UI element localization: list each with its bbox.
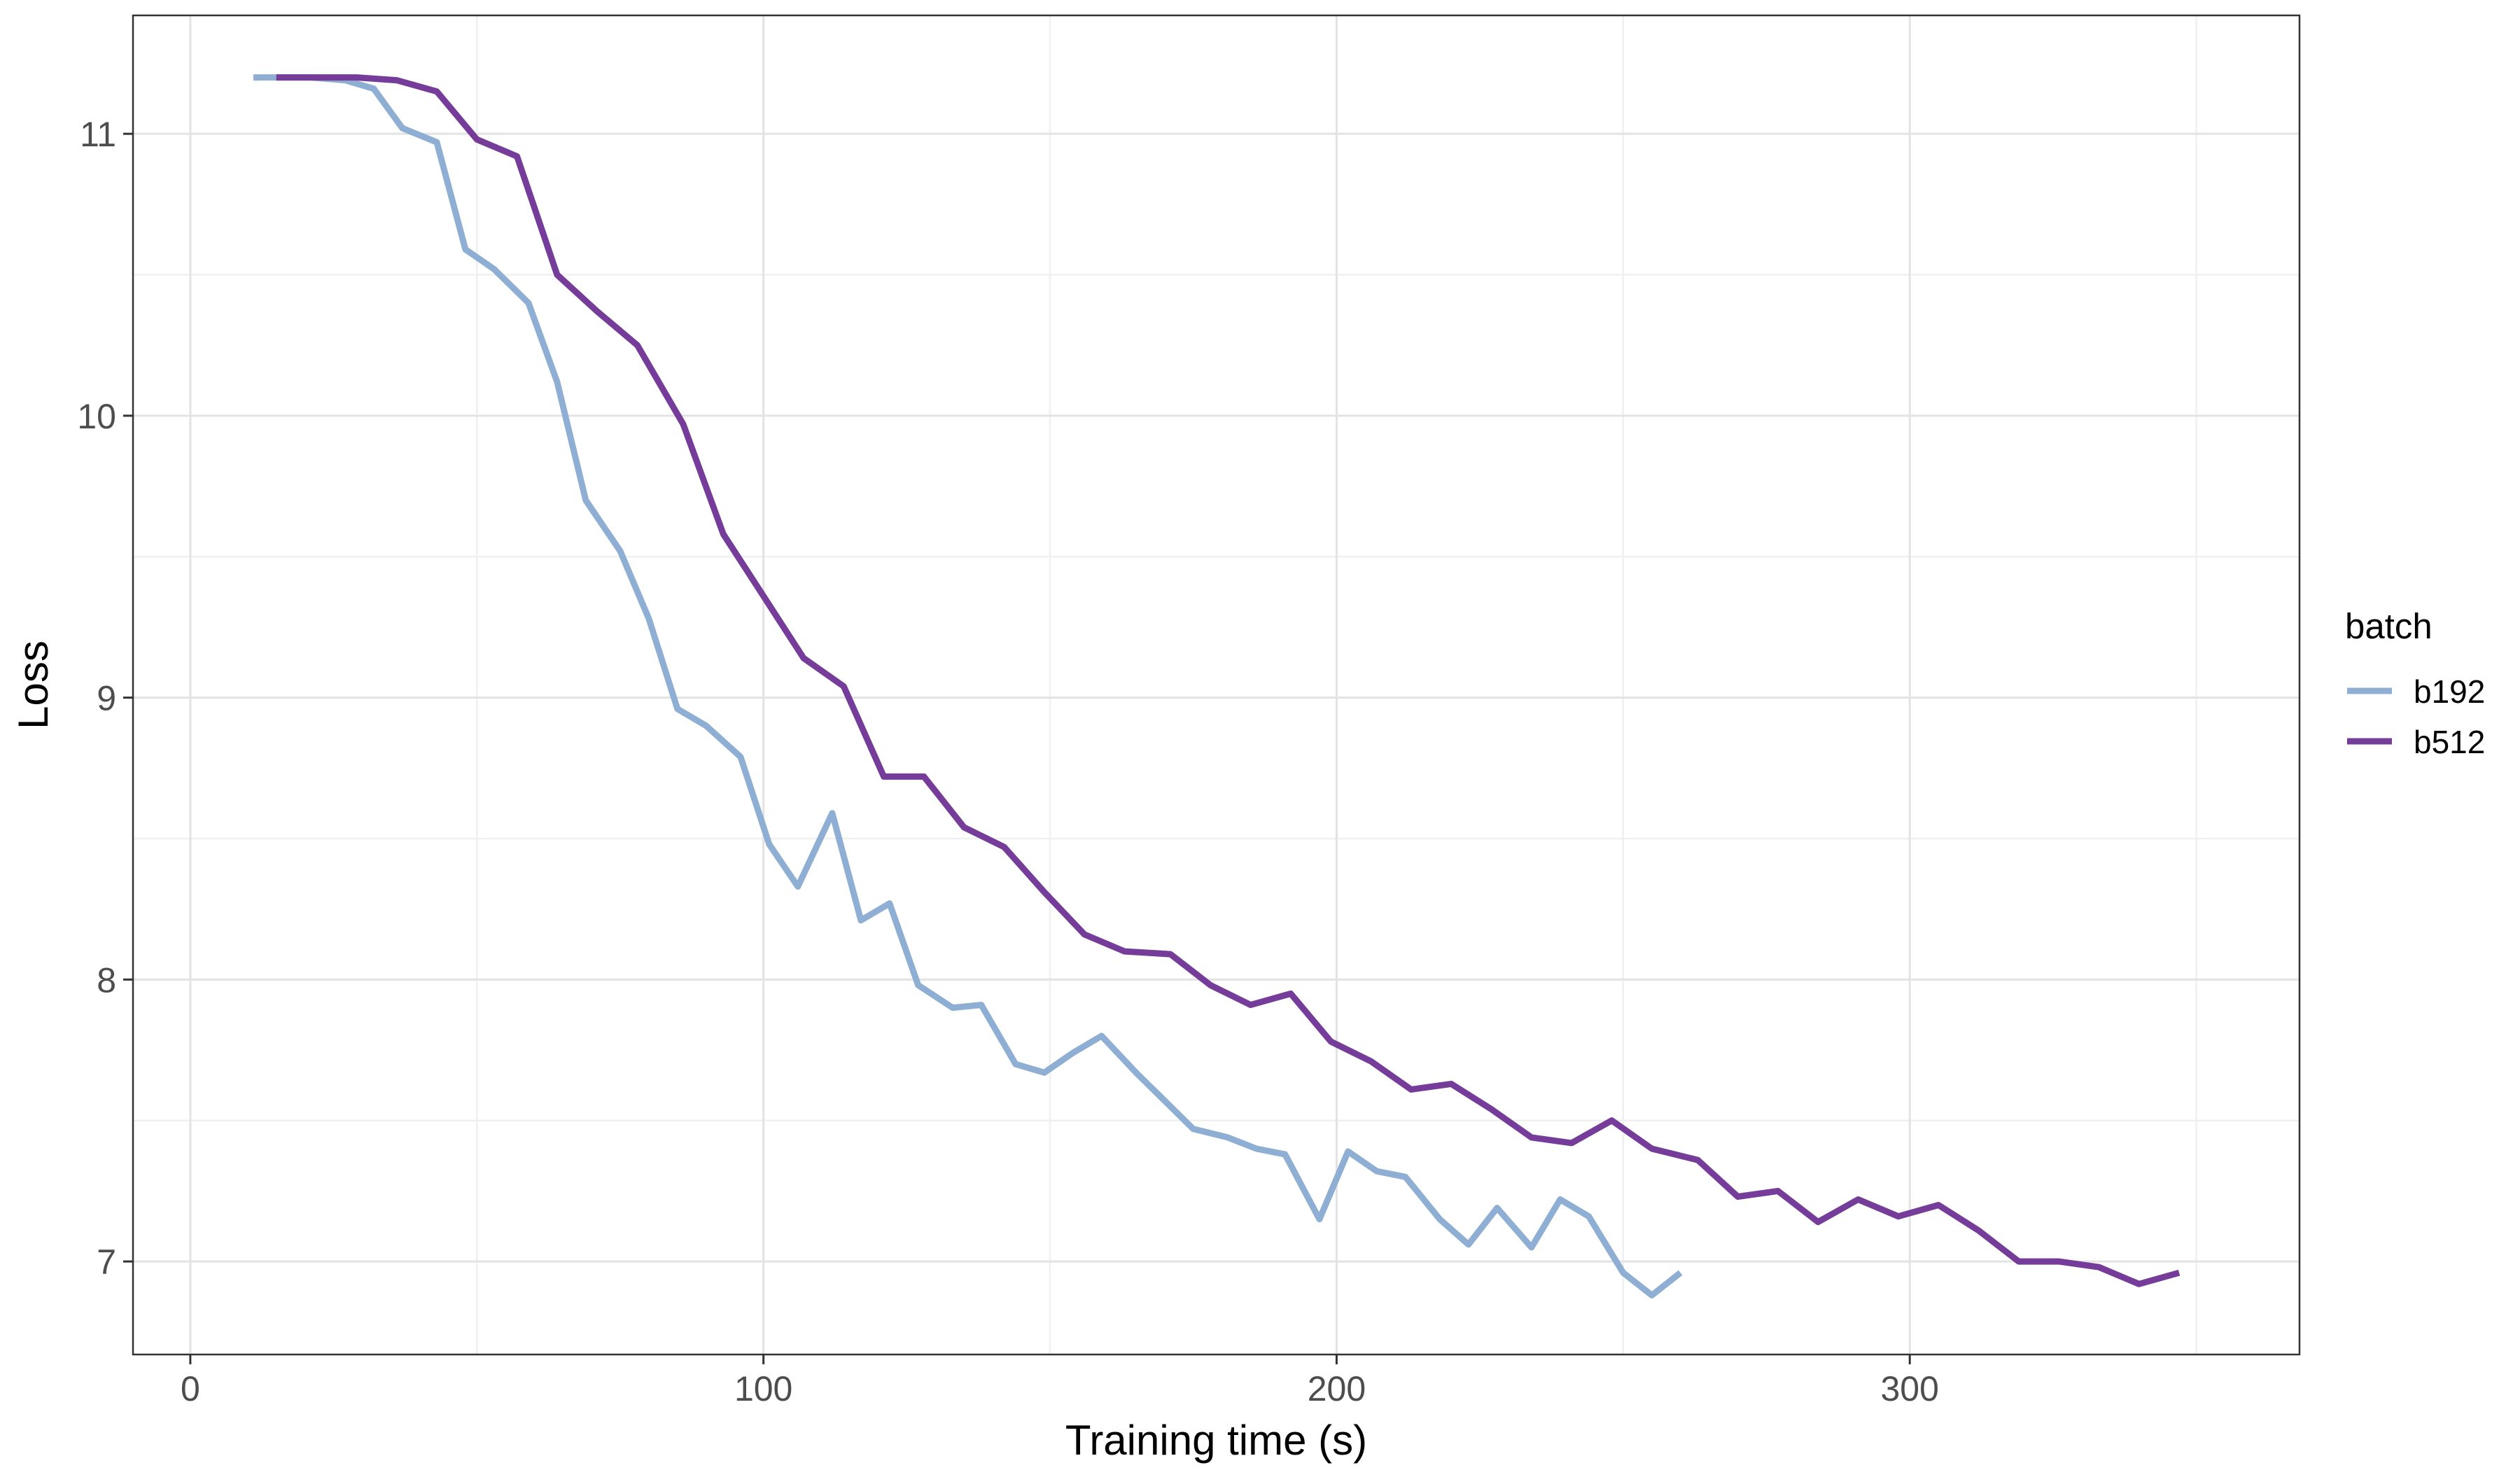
legend-label-b512: b512 xyxy=(2414,724,2485,760)
major-gridlines xyxy=(133,15,2300,1354)
x-axis-title: Training time (s) xyxy=(1065,1417,1367,1464)
series-line-b192 xyxy=(253,74,1683,1298)
y-tick-label: 7 xyxy=(97,1242,116,1282)
plot-panel-border xyxy=(132,14,2301,1356)
minor-gridlines xyxy=(133,15,2300,1354)
y-axis: 7 8 9 10 11 xyxy=(77,115,133,1282)
x-axis: 0 100 200 300 xyxy=(181,1354,1939,1408)
y-axis-title: Loss xyxy=(10,640,57,729)
series-line-b512 xyxy=(276,74,2180,1287)
legend: batch b192 b512 xyxy=(2345,606,2485,760)
y-tick-label: 11 xyxy=(80,115,116,154)
x-tick-label: 0 xyxy=(181,1369,200,1408)
y-tick-label: 10 xyxy=(77,397,116,436)
legend-title: batch xyxy=(2345,606,2432,646)
legend-label-b192: b192 xyxy=(2414,673,2485,710)
series-lines xyxy=(253,74,2180,1298)
x-tick-label: 100 xyxy=(734,1369,792,1408)
x-tick-label: 300 xyxy=(1881,1369,1939,1408)
y-tick-label: 8 xyxy=(97,960,116,1000)
x-tick-label: 200 xyxy=(1308,1369,1366,1408)
y-tick-label: 9 xyxy=(97,679,116,718)
